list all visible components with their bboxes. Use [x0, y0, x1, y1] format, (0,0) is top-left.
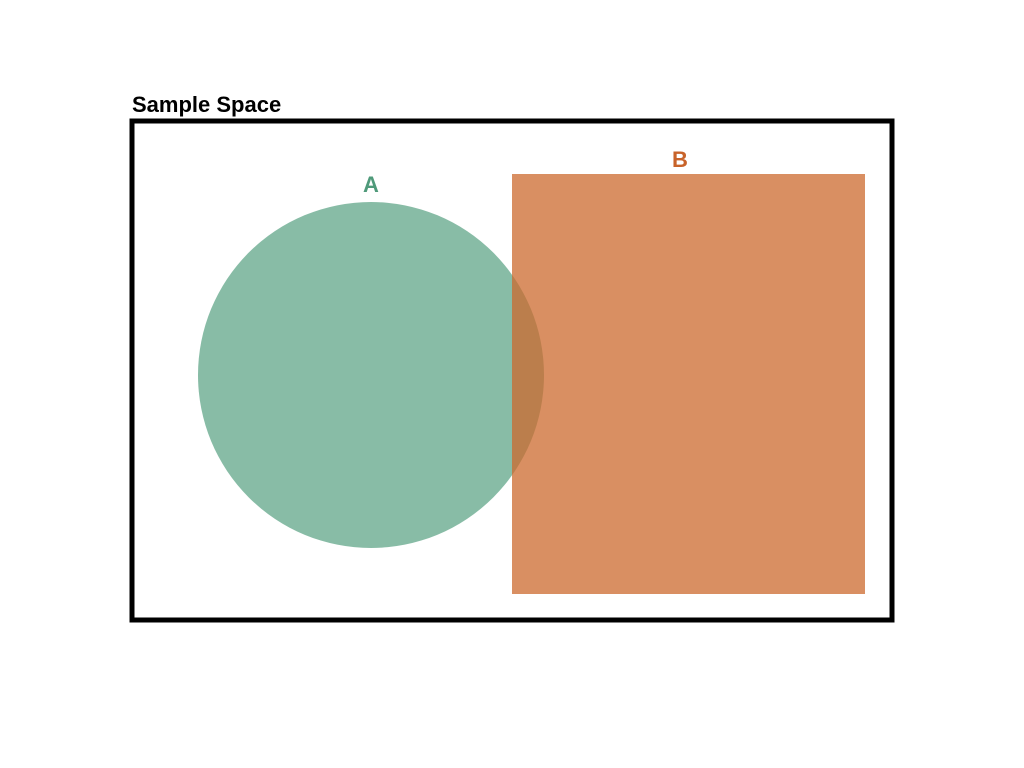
sample-space-title: Sample Space	[132, 92, 281, 117]
set-a-label: A	[363, 172, 379, 197]
set-a-circle	[198, 202, 544, 548]
set-b-rectangle	[512, 174, 865, 594]
sample-space-frame	[129, 118, 895, 623]
set-b-label: B	[672, 147, 688, 172]
